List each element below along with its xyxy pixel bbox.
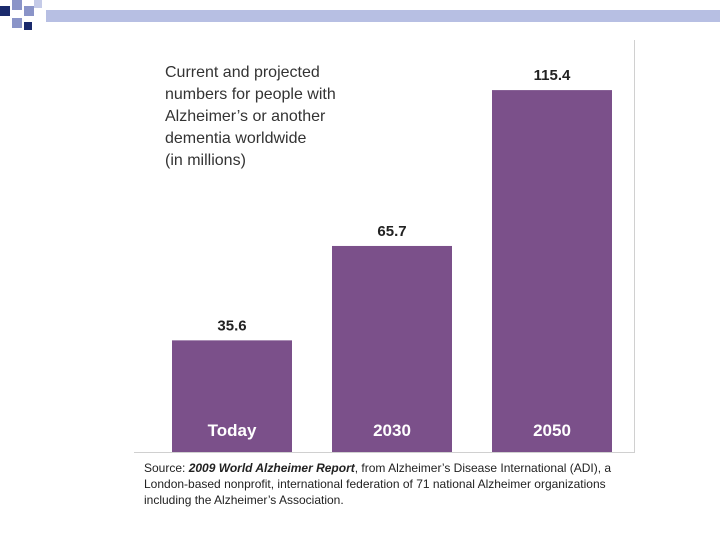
value-label-2030: 65.7	[377, 223, 406, 240]
corner-decoration	[0, 0, 42, 30]
source-report-title: 2009 World Alzheimer Report	[188, 461, 355, 475]
value-label-today: 35.6	[217, 317, 246, 334]
corner-square-dark	[0, 6, 10, 16]
corner-square-light	[24, 6, 34, 16]
value-label-2050: 115.4	[534, 67, 571, 84]
labels-layer: 35.6 Today 65.7 2030 115.4 2050	[208, 67, 571, 440]
corner-square-light	[34, 0, 42, 8]
corner-square-light	[12, 18, 22, 28]
category-label-2030: 2030	[373, 421, 411, 440]
source-prefix: Source:	[144, 461, 189, 475]
source-rest: , from Alzheimer’s Disease International…	[144, 461, 612, 507]
header-rule	[46, 10, 720, 22]
category-label-2050: 2050	[533, 421, 571, 440]
corner-square-light	[12, 0, 22, 10]
source-note: Source: 2009 World Alzheimer Report, fro…	[144, 460, 644, 508]
bar-chart: 35.6 Today 65.7 2030 115.4 2050	[172, 67, 612, 452]
bar-2050	[492, 90, 612, 452]
bars-layer	[172, 90, 612, 452]
bar-today	[172, 340, 292, 452]
corner-square-dark	[24, 22, 32, 30]
chart-panel: 35.6 Today 65.7 2030 115.4 2050 Current and p…	[134, 40, 635, 453]
bar-2030	[332, 245, 452, 452]
chart-title: Current and projected numbers for people…	[165, 64, 336, 169]
category-label-today: Today	[208, 421, 257, 440]
header-rule-bar	[46, 10, 720, 22]
